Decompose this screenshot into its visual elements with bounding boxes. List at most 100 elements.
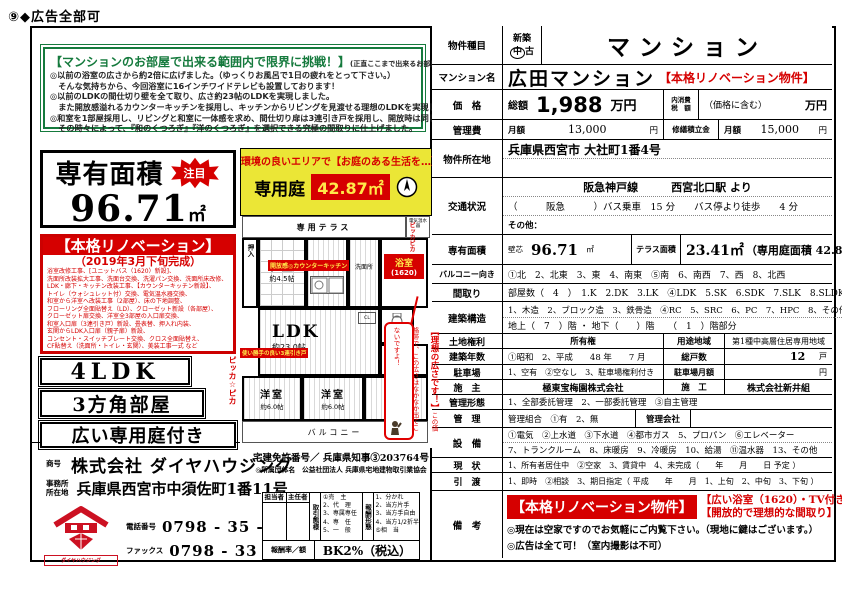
price-value: 1,988 [536, 92, 603, 117]
bathroom [380, 238, 428, 308]
mansion-name-label: マンション名 [432, 65, 503, 89]
renovation-detail: 洗面所改装拡大工事、洗面台交換、洗濯パン交換、洗面所床改修、 [47, 275, 228, 283]
renovation-detail: 浴室改修工事、[ユニットバス（1620）新設]、 [47, 268, 175, 275]
total-units-unit: 戸 [819, 352, 827, 361]
current-status-label: 現 状 [432, 458, 503, 472]
oshiire-label: 押入 [246, 244, 254, 257]
row-current-status: 現 状 1、所有者居住中 ②空家 3、賃貸中 4、未完成（ 年 月 日 予定 ） [432, 458, 832, 473]
owner-value: 極東宝梅園株式会社 [542, 383, 624, 394]
badge-private-garden: 広い専用庭付き [38, 420, 238, 450]
tax-unit: 万円 [805, 98, 827, 112]
row-owner: 施 主 極東宝梅園株式会社 施 工 株式会社新井組 [432, 380, 832, 395]
western-room-1-label: 洋室 [260, 390, 284, 401]
builder-label: 施 工 [663, 380, 725, 394]
property-type-value: マンション [607, 34, 767, 61]
layout-options: 部屋数（ 4 ） 1.K 2.DK 3.LK ④LDK 5.SK 6.SDK 7… [508, 289, 842, 299]
cl-closet: CL [358, 312, 376, 324]
row-property-address: 物件所在地 兵庫県西宮市 大社町1番4号 [432, 140, 832, 178]
sink-icon [311, 277, 344, 294]
facilities-line-1: ①電気 ②上水道 ③下水道 ④都市ガス 5、プロパン ⑥エレベーター [503, 428, 832, 443]
exclusive-area-label: 専有面積 [432, 235, 503, 264]
price-label: 価 格 [432, 90, 503, 119]
office-label-line2: 所在地 [46, 487, 69, 497]
row-parking: 駐車場 1、空有 ②空なし 3、駐車場権利付き 駐車場月額 円 [432, 365, 832, 380]
renovation-detail: 玄関からLDK入口扉（親子扉）新設、 [47, 328, 149, 335]
attention-badge: 注目 [169, 156, 221, 190]
renovation-detail: 和室から洋室へ改装工事（2部屋）、床の下地調整、 [47, 298, 186, 305]
washroom: 洗面所 [348, 238, 380, 308]
counter-kitchen-tag: 開放感◎カウンターキッチン [268, 260, 350, 271]
office-address: 兵庫県西宮市中須佐町1番11号 [76, 480, 288, 498]
fee-form-options: 1、分かれ 2、当方片手 3、当方手自由 4、当方1/2折半 ⑤相 当 [374, 493, 419, 540]
terrace-area: 専用テラス [242, 216, 406, 238]
renovation-detail: 和室入口扉（3連引き戸）新設、畳表替、押入れ内装、 [47, 320, 195, 328]
parking-fee-unit: 円 [819, 367, 827, 377]
structure-label: 建築構造 [432, 302, 503, 333]
row-handover: 引 渡 1、即時 ②相談 3、期日指定（ 平成 年 月 1、上旬 2、中旬 3、… [432, 473, 832, 491]
balcony-direction-label: バルコニー向き [432, 265, 503, 283]
row-exclusive-area: 専有面積 壁芯 96.71 ㎡ テラス面積 23.41㎡ （専用庭面積 42.8… [432, 235, 842, 265]
tax-label-1: 内消費 [671, 95, 691, 104]
total-units-value: 12 [790, 350, 806, 363]
fee-option: 2、当方片手 [375, 502, 410, 510]
bath-label: 浴室 [394, 259, 413, 269]
diamond-house-icon [53, 506, 109, 550]
mascot-illustration [391, 421, 402, 435]
structure-options: 1、木造 2、ブロック造 3、鉄骨造 ④RC 5、SRC 6、PC 7、HPC … [503, 302, 842, 318]
license-block: 宅建免許番号／ 兵庫県知事③203764号 ◎所属団体名 公益社団法人 兵庫県宅… [252, 450, 430, 474]
management-form-label: 管理形態 [432, 395, 503, 409]
terrace-area-label: テラス面積 [631, 235, 681, 264]
pitch-line: そんな気持ちから、今回浴室に16インチワイドテレビも設置しております！ [50, 80, 340, 91]
area-unit: ㎡ [187, 205, 206, 226]
pitch-box: 【マンションのお部屋で出来る範囲内で限界に挑戦！】(正直ここまで出来るお部屋も少… [40, 44, 482, 133]
pitch-line: また開放感溢れるカウンターキッチンを採用し、キッチンからリビングを見渡せる理想の… [50, 101, 470, 112]
badge-4ldk: 4LDK [38, 356, 192, 387]
sliding-door-tag: 使い勝手の良い3連引き戸 [240, 348, 309, 358]
corner-note: ⑨◆広告全部可 [8, 10, 102, 25]
row-layout: 間取り 部屋数（ 4 ） 1.K 2.DK 3.LK ④LDK 5.SK 6.S… [432, 284, 842, 302]
traffic-label: 交通状況 [432, 178, 503, 234]
callout-title: 【理想の広さです！】 [429, 327, 439, 412]
reserve-value: 15,000 [760, 123, 800, 136]
row-mansion-name: マンション名 広田マンション 【本格リノベーション物件】 [432, 65, 832, 90]
staff-header: 担当者 [263, 493, 286, 503]
renovation-detail: コンセント・スイッチプレート交換、クロス全面貼替え、 [47, 335, 204, 343]
wall-core-label: 壁芯 [508, 245, 523, 254]
remarks-renovation-tag: 【本格リノベーション物件】 [507, 494, 697, 519]
row-facilities: 設 備 ①電気 ②上水道 ③下水道 ④都市ガス 5、プロパン ⑥エレベーター 7… [432, 428, 832, 458]
ideal-size-callout: 【理想の広さです！】この価格帯で、この広さはなかなか出てこないですよ！ [384, 322, 439, 440]
ldk-size: 約23.0帖 [272, 342, 319, 353]
building-age-label: 建築年数 [432, 349, 503, 364]
western-room-2: 洋室 約6.0帖 [302, 376, 364, 421]
land-rights-label: 土地権利 [432, 334, 503, 348]
property-address-value: 兵庫県西宮市 大社町1番4号 [503, 140, 832, 159]
area-value: 96.71 [70, 188, 188, 230]
company-logo: ダイヤハウジング [44, 505, 118, 566]
western-room-2-label: 洋室 [321, 390, 345, 401]
row-traffic: 交通状況 阪急神戸線 西宮北口駅 より （ 阪急 ）バス乗車 15 分 バス停よ… [432, 178, 832, 235]
ldk-label: LDK [272, 322, 320, 342]
garden-label: 専用庭 [254, 179, 306, 200]
remarks-layout-tag: 【開放的で理想的な間取り】 [700, 506, 838, 519]
kitchen-area [306, 238, 348, 308]
association-name: ◎所属団体名 公益社団法人 兵庫県宅地建物取引業協会 [255, 466, 427, 474]
transaction-option: 5、一 般 [323, 526, 351, 534]
used-circled-char: 中 [509, 47, 525, 59]
area-box: 専有面積 注目 96.71㎡ [40, 150, 236, 228]
traffic-line-other: その他： [508, 221, 543, 231]
management-union: 管理組合 ①有 2、無 [503, 410, 636, 427]
balcony-area: バルコニー [242, 421, 428, 443]
garden-area-note: （専用庭面積 42.87㎡） [745, 243, 842, 257]
pitch-note: (正直ここまで出来るお部屋も少ないです) [350, 60, 483, 68]
row-building-age: 建築年数 ①昭和 2、平成 48 年 7 月 総戸数 12 戸 [432, 349, 832, 365]
sparkle-text: ピッカ☆ピカ [228, 356, 237, 405]
price-total-label: 総額 [508, 101, 528, 112]
bath-tag: 浴室 (1620) [384, 254, 424, 279]
reserve-unit: 円 [818, 125, 827, 136]
row-balcony-direction: バルコニー向き ①北 2、北東 3、東 4、南東 ⑤南 6、南西 7、西 8、北… [432, 265, 832, 284]
garden-banner: 環境の良いエリアで【お庭のある生活を…】 専用庭 42.87㎡ [240, 148, 441, 216]
company-row: 商号 株式会社 ダイヤハウジング [46, 452, 293, 477]
zoning-value: 第1種中高層住居専用地域 [731, 336, 826, 346]
transaction-option: 3、専属専任 [323, 510, 357, 518]
